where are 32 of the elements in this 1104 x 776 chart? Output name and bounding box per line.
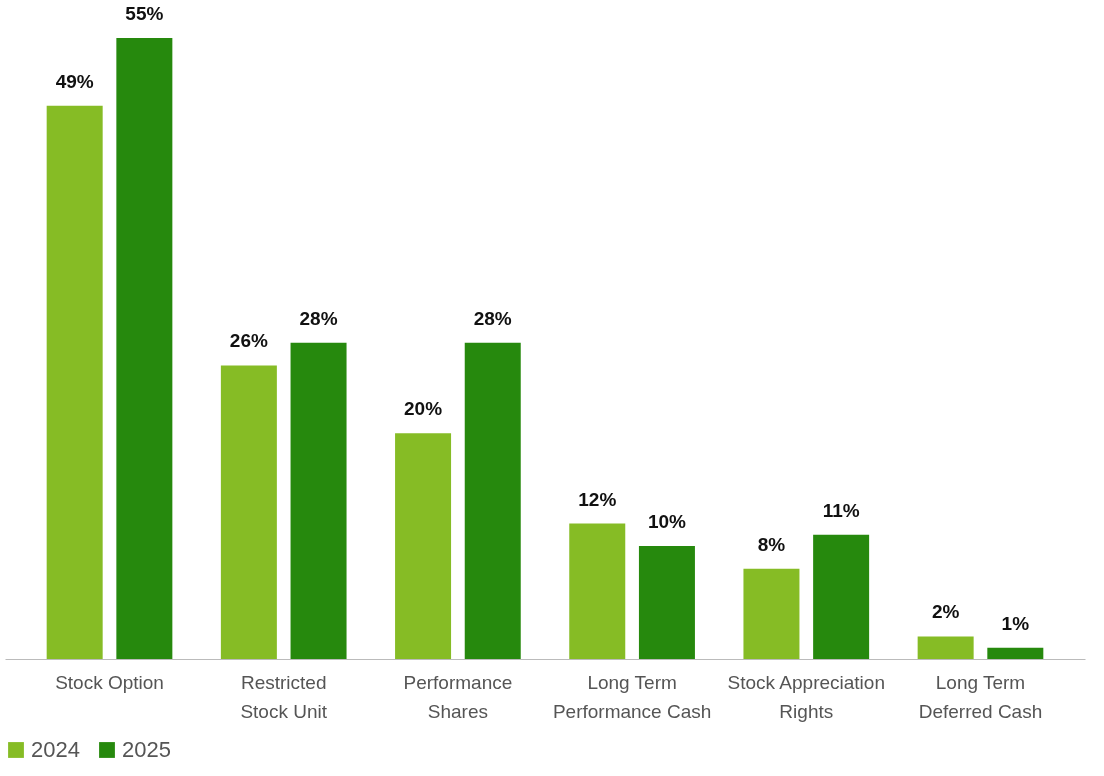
data-label: 20%	[404, 398, 443, 420]
bar	[464, 342, 521, 659]
x-tick-label: Stock Option	[55, 671, 164, 693]
bar	[987, 647, 1044, 659]
bar	[395, 433, 452, 659]
x-tick-label: Restricted Stock Unit	[240, 671, 328, 722]
legend-label: 2024	[31, 737, 80, 762]
data-label: 26%	[229, 330, 268, 352]
x-tick-label: Long Term Performance Cash	[552, 671, 712, 722]
x-tick-label: Long Term Deferred Cash	[918, 671, 1043, 722]
data-label: 11%	[822, 499, 860, 521]
bar	[917, 636, 974, 659]
bar	[813, 534, 870, 659]
bar	[290, 342, 347, 659]
bar	[46, 105, 103, 659]
bar	[638, 546, 695, 659]
data-label: 10%	[647, 511, 687, 533]
data-label: 12%	[578, 488, 617, 510]
data-label: 28%	[299, 307, 338, 329]
data-label: 8%	[757, 533, 786, 555]
bar	[220, 365, 277, 659]
data-label: 2%	[931, 601, 960, 623]
x-tick-label: Performance Shares	[403, 671, 513, 722]
data-label: 55%	[125, 3, 164, 24]
data-label: 1%	[1001, 612, 1030, 634]
legend-label: 2025	[122, 737, 171, 762]
data-label: 49%	[55, 70, 94, 92]
x-tick-label: Stock Appreciation Rights	[727, 671, 885, 722]
bar	[569, 523, 626, 659]
data-label: 28%	[473, 307, 512, 329]
bar	[116, 38, 173, 659]
bar	[743, 568, 800, 659]
